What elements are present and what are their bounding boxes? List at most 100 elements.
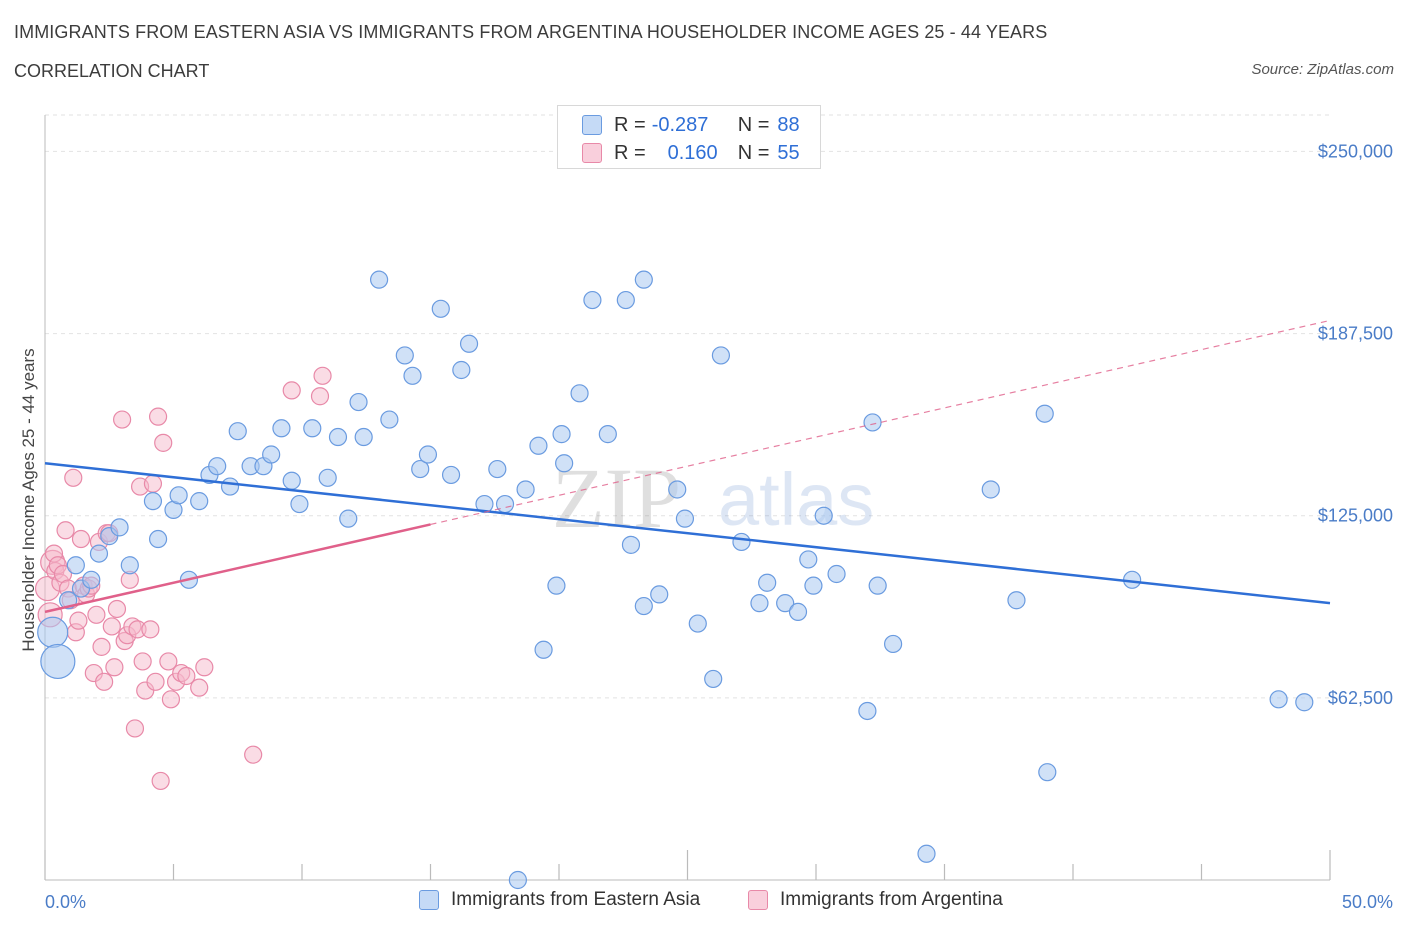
data-point-eastern-asia — [1035, 404, 1054, 423]
data-point-eastern-asia — [40, 643, 76, 680]
legend-row-eastern-asia: R = -0.287 N = 88 — [582, 113, 800, 137]
data-point-argentina — [107, 599, 127, 619]
data-point-eastern-asia — [89, 544, 109, 563]
source-label: Source: ZipAtlas.com — [1251, 61, 1394, 78]
data-point-argentina — [102, 617, 121, 636]
data-point-eastern-asia — [776, 594, 795, 613]
legend-n-value: 88 — [777, 113, 800, 136]
y-tick-label: $250,000 — [1318, 141, 1393, 161]
y-tick-label: $62,500 — [1328, 688, 1393, 708]
data-point-eastern-asia — [583, 290, 602, 310]
data-point-argentina — [87, 605, 106, 624]
data-point-eastern-asia — [303, 419, 322, 438]
data-point-eastern-asia — [598, 425, 617, 444]
trend-lines — [44, 319, 1331, 614]
data-point-eastern-asia — [380, 410, 399, 429]
data-point-eastern-asia — [190, 492, 209, 511]
data-point-eastern-asia — [732, 532, 751, 552]
data-point-eastern-asia — [1038, 763, 1057, 782]
data-point-eastern-asia — [208, 457, 227, 476]
legend-item-argentina: Immigrants from Argentina — [748, 889, 1003, 911]
data-point-eastern-asia — [1007, 591, 1026, 610]
axes — [44, 115, 1331, 881]
data-point-eastern-asia — [411, 459, 430, 479]
data-point-eastern-asia — [403, 366, 422, 385]
chart-title: IMMIGRANTS FROM EASTERN ASIA VS IMMIGRAN… — [14, 22, 1048, 42]
data-point-eastern-asia — [552, 425, 571, 444]
data-point-eastern-asia — [220, 477, 240, 496]
data-point-argentina — [95, 672, 114, 691]
data-point-argentina — [159, 652, 178, 671]
data-point-eastern-asia — [82, 570, 101, 589]
data-point-eastern-asia — [495, 494, 515, 514]
x-tick-max: 50.0% — [1342, 892, 1393, 912]
data-point-eastern-asia — [282, 471, 301, 490]
data-point-argentina — [143, 474, 163, 493]
data-point-eastern-asia — [570, 384, 589, 403]
y-tick-labels: $62,500 $125,000 $187,500 $250,000 — [1318, 141, 1393, 707]
data-point-eastern-asia — [120, 556, 139, 575]
y-axis-label: Householder Income Ages 25 - 44 years — [19, 348, 38, 651]
data-point-eastern-asia — [143, 492, 163, 511]
data-point-argentina — [148, 407, 168, 426]
data-point-eastern-asia — [981, 480, 1000, 499]
y-tick-label: $125,000 — [1318, 506, 1393, 526]
legend-r-value: 0.160 — [667, 141, 718, 164]
data-point-argentina — [56, 521, 75, 540]
legend-row-argentina: R = 0.160 N = 55 — [582, 141, 800, 165]
data-point-eastern-asia — [66, 556, 85, 575]
data-point-eastern-asia — [431, 299, 450, 318]
data-point-eastern-asia — [508, 870, 527, 890]
data-point-eastern-asia — [634, 596, 653, 616]
data-point-eastern-asia — [169, 486, 188, 505]
data-point-eastern-asia — [711, 346, 731, 365]
data-point-argentina — [133, 652, 152, 671]
data-point-eastern-asia — [858, 701, 877, 721]
data-point-argentina — [112, 410, 132, 429]
data-point-eastern-asia — [547, 576, 566, 595]
data-point-argentina — [146, 672, 165, 691]
data-point-eastern-asia — [418, 445, 438, 464]
data-point-eastern-asia — [516, 480, 535, 499]
legend-swatch-pink — [748, 890, 768, 910]
data-point-eastern-asia — [621, 535, 641, 554]
data-point-eastern-asia — [758, 573, 777, 592]
data-point-argentina — [151, 771, 170, 791]
data-point-argentina — [71, 529, 91, 549]
y-tick-label: $187,500 — [1318, 324, 1393, 344]
data-point-eastern-asia — [529, 436, 548, 455]
data-point-eastern-asia — [37, 616, 69, 648]
legend-r-label: R = — [614, 113, 646, 136]
legend-swatch-blue — [419, 890, 439, 910]
data-point-eastern-asia — [788, 602, 808, 621]
data-point-argentina — [195, 658, 214, 677]
data-point-eastern-asia — [634, 270, 653, 289]
data-point-eastern-asia — [110, 518, 129, 537]
data-point-argentina — [190, 678, 209, 697]
data-point-argentina — [161, 690, 181, 709]
data-point-eastern-asia — [688, 614, 707, 633]
legend-r-label: R = — [614, 141, 646, 164]
trend-line-eastern-asia — [44, 462, 1331, 605]
data-point-eastern-asia — [675, 509, 695, 528]
data-point-eastern-asia — [1295, 693, 1314, 712]
series-eastern-asia-points — [37, 270, 1314, 890]
data-point-argentina — [313, 366, 332, 385]
data-point-eastern-asia — [868, 576, 887, 595]
x-tick-min: 0.0% — [45, 892, 86, 912]
data-point-argentina — [177, 666, 196, 686]
legend-n-label: N = — [737, 141, 770, 164]
data-point-argentina — [69, 611, 88, 630]
data-point-eastern-asia — [534, 640, 553, 659]
data-point-eastern-asia — [704, 669, 723, 689]
watermark-atlas: atlas — [718, 458, 874, 541]
data-point-eastern-asia — [668, 480, 687, 499]
chart-subtitle: CORRELATION CHART — [14, 61, 210, 81]
data-point-argentina — [125, 719, 145, 738]
data-point-eastern-asia — [488, 459, 507, 479]
series-argentina-points — [34, 366, 332, 791]
trend-line-argentina — [44, 523, 431, 614]
data-point-argentina — [310, 387, 330, 406]
data-point-eastern-asia — [272, 419, 291, 438]
data-point-eastern-asia — [1269, 690, 1288, 709]
